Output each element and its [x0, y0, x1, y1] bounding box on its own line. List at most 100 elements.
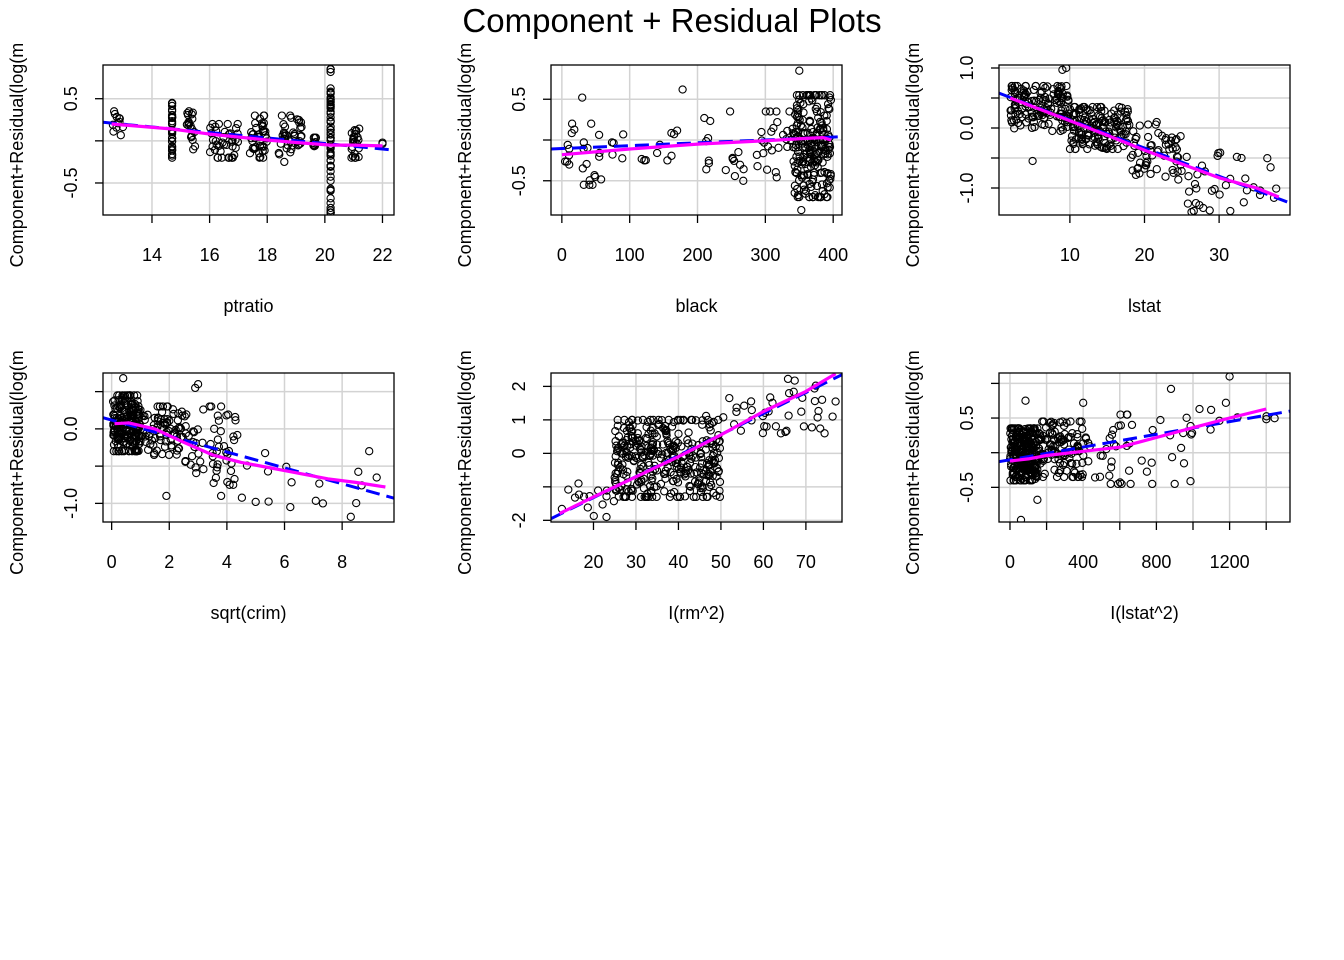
data-point: [1164, 140, 1173, 149]
data-point: [1021, 89, 1030, 98]
data-point: [728, 153, 737, 163]
data-point: [1272, 184, 1281, 193]
data-point: [740, 401, 749, 410]
data-point: [773, 117, 782, 127]
data-point: [822, 179, 832, 188]
data-point: [646, 415, 655, 425]
x-tick-label: 100: [615, 245, 645, 265]
data-point: [1033, 472, 1042, 481]
data-point: [1071, 135, 1080, 144]
data-point: [1195, 200, 1204, 210]
data-point: [1048, 421, 1057, 430]
data-point: [812, 91, 821, 100]
data-point: [169, 409, 178, 419]
data-point: [567, 119, 577, 128]
data-point: [739, 165, 748, 174]
data-point: [652, 148, 662, 158]
x-tick-label: 20: [1134, 245, 1154, 265]
data-point: [137, 431, 146, 440]
data-point: [212, 466, 221, 475]
data-point: [326, 117, 335, 126]
data-point: [1142, 467, 1152, 476]
data-point: [1094, 118, 1104, 128]
data-point: [182, 410, 191, 419]
data-point: [1110, 128, 1119, 137]
data-point: [1225, 373, 1234, 381]
data-point: [610, 458, 620, 467]
data-point: [1065, 105, 1075, 114]
data-point: [574, 490, 584, 499]
data-point: [180, 412, 189, 421]
y-tick-label: 0.5: [509, 87, 529, 112]
data-point: [1143, 132, 1153, 142]
data-point: [326, 95, 335, 104]
data-point: [574, 479, 583, 488]
data-point: [698, 482, 707, 491]
data-point: [761, 107, 770, 116]
data-point: [119, 374, 128, 383]
data-point: [351, 153, 360, 162]
data-point: [127, 399, 136, 409]
x-tick-label: 200: [682, 245, 712, 265]
data-point: [781, 427, 790, 437]
data-point: [1069, 139, 1078, 149]
data-point: [1102, 144, 1111, 154]
data-point: [564, 485, 573, 494]
data-point: [1034, 443, 1043, 453]
x-tick-label: 30: [1209, 245, 1229, 265]
x-axis-label: I(rm^2): [668, 603, 724, 623]
data-point: [1100, 118, 1109, 127]
data-point: [709, 417, 718, 427]
data-point: [1184, 187, 1194, 196]
data-point: [1114, 421, 1123, 430]
data-point: [792, 91, 802, 100]
data-point: [678, 85, 687, 94]
data-point: [663, 156, 672, 165]
data-point: [1030, 122, 1039, 132]
smooth-line: [1009, 407, 1267, 463]
data-point: [133, 391, 142, 400]
data-point: [623, 452, 632, 461]
data-point: [794, 176, 804, 185]
data-point: [736, 426, 746, 435]
data-point: [820, 91, 829, 100]
data-point: [1106, 479, 1115, 489]
data-point: [167, 98, 177, 108]
data-point: [1077, 129, 1086, 139]
data-point: [642, 422, 651, 432]
data-point: [326, 208, 335, 215]
data-point: [1097, 102, 1106, 112]
data-point: [1066, 458, 1075, 468]
data-point: [1152, 165, 1161, 174]
data-point: [229, 432, 238, 441]
data-point: [644, 492, 653, 502]
data-point: [650, 429, 659, 438]
data-point: [326, 89, 335, 98]
data-point: [1025, 428, 1035, 437]
data-point: [1176, 443, 1186, 453]
data-point: [1186, 477, 1195, 486]
data-point: [1017, 84, 1026, 93]
data-point: [134, 440, 143, 449]
y-tick-label: -0.5: [61, 167, 81, 198]
data-point: [640, 156, 649, 165]
data-point: [153, 417, 162, 426]
plot-box: [998, 372, 1291, 523]
data-point: [1114, 121, 1123, 131]
data-point: [1062, 81, 1071, 91]
data-point: [216, 402, 226, 411]
data-point: [191, 383, 200, 393]
data-point: [659, 469, 669, 479]
data-point: [1122, 410, 1132, 419]
data-point: [1081, 135, 1091, 144]
x-tick-label: 40: [668, 552, 688, 572]
data-point: [1038, 431, 1048, 440]
data-point: [1262, 415, 1271, 424]
data-point: [1128, 150, 1137, 160]
data-point: [1079, 398, 1088, 407]
data-point: [1215, 190, 1224, 199]
data-point: [788, 124, 797, 133]
data-point: [245, 149, 255, 158]
data-point: [1083, 144, 1092, 154]
y-tick-label: 1.0: [957, 55, 977, 80]
